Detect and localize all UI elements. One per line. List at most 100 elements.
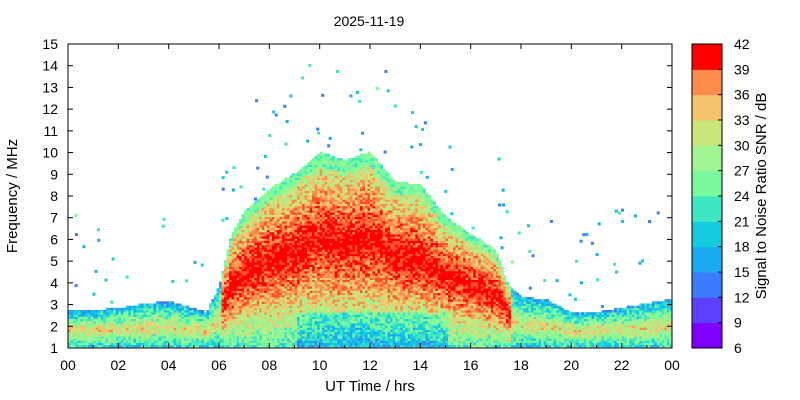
heatmap-cell — [158, 336, 162, 339]
heatmap-cell — [264, 242, 268, 246]
heatmap-cell — [309, 320, 313, 324]
heatmap-cell — [246, 327, 250, 330]
heatmap-cell — [274, 210, 278, 213]
heatmap-cell — [327, 253, 331, 257]
heatmap-cell — [279, 283, 283, 287]
heatmap-cell — [302, 184, 305, 187]
heatmap-cell — [284, 283, 288, 287]
heatmap-cell — [246, 307, 250, 311]
heatmap-cell — [85, 320, 89, 324]
heatmap-cell — [88, 327, 92, 330]
heatmap-cell — [279, 229, 283, 233]
heatmap-cell — [271, 186, 275, 189]
heatmap-cell — [304, 325, 308, 328]
heatmap-cell — [166, 320, 170, 324]
heatmap-cell — [130, 323, 134, 326]
heatmap-cell — [347, 327, 351, 330]
heatmap-cell — [226, 344, 230, 348]
heatmap-cell — [118, 323, 122, 326]
heatmap-cell — [344, 190, 348, 194]
heatmap-cell — [302, 288, 305, 291]
heatmap-cell — [138, 307, 142, 311]
heatmap-cell — [279, 234, 283, 237]
heatmap-cell — [289, 207, 293, 211]
heatmap-cell — [251, 340, 255, 343]
heatmap-cell — [246, 294, 250, 298]
heatmap-cell — [140, 318, 144, 322]
heatmap-cell — [281, 336, 285, 339]
heatmap-cell — [251, 270, 255, 274]
heatmap-cell — [236, 310, 240, 313]
heatmap-cell — [103, 323, 107, 326]
heatmap-cell — [211, 316, 215, 320]
heatmap-cell — [221, 296, 225, 300]
heatmap-cell — [216, 327, 220, 330]
heatmap-cell — [198, 342, 202, 346]
heatmap-cell — [256, 296, 260, 300]
heatmap-cell — [342, 225, 346, 228]
heatmap-cell — [264, 281, 268, 285]
heatmap-cell — [221, 294, 225, 298]
heatmap-cell — [344, 255, 348, 259]
heatmap-cell — [244, 303, 248, 307]
heatmap-cell — [203, 312, 207, 315]
heatmap-cell — [304, 307, 308, 311]
heatmap-cell — [236, 338, 240, 341]
heatmap-cell — [279, 190, 283, 194]
heatmap-cell — [206, 333, 210, 337]
heatmap-cell — [93, 310, 97, 313]
heatmap-cell — [327, 175, 331, 178]
heatmap-cell — [279, 201, 283, 204]
heatmap-cell — [261, 194, 265, 198]
heatmap-cell — [286, 197, 290, 200]
heatmap-cell — [349, 329, 353, 333]
heatmap-cell — [279, 305, 283, 309]
heatmap-cell — [309, 333, 313, 337]
heatmap-cell — [198, 336, 202, 339]
heatmap-cell — [289, 336, 293, 339]
heatmap-cell — [291, 214, 295, 218]
heatmap-cell — [186, 310, 190, 313]
heatmap-cell — [254, 336, 258, 339]
heatmap-cell — [274, 203, 278, 207]
heatmap-cell — [337, 316, 341, 320]
heatmap-cell — [317, 266, 321, 270]
heatmap-cell — [70, 316, 74, 320]
heatmap-cell — [226, 260, 230, 263]
heatmap-cell — [80, 336, 84, 339]
heatmap-cell — [276, 255, 280, 259]
heatmap-cell — [339, 207, 343, 211]
heatmap-cell — [342, 210, 346, 213]
heatmap-cell — [103, 338, 107, 341]
heatmap-cell — [294, 225, 298, 228]
heatmap-cell — [332, 247, 336, 250]
heatmap-cell — [281, 227, 285, 231]
heatmap-cell — [284, 201, 288, 204]
heatmap-cell — [299, 318, 303, 322]
heatmap-cell — [322, 158, 326, 161]
heatmap-cell — [276, 188, 280, 191]
heatmap-cell — [156, 316, 159, 320]
heatmap-cell — [291, 253, 295, 257]
heatmap-cell — [274, 247, 278, 250]
heatmap-cell — [171, 301, 175, 304]
heatmap-cell — [244, 277, 248, 280]
heatmap-cell — [259, 281, 263, 285]
heatmap-cell — [158, 340, 162, 343]
heatmap-cell — [196, 340, 200, 343]
heatmap-cell — [118, 338, 122, 341]
heatmap-cell — [115, 336, 119, 339]
heatmap-cell — [229, 288, 232, 291]
heatmap-cell — [219, 303, 222, 307]
heatmap-cell — [339, 220, 343, 224]
heatmap-cell — [229, 312, 232, 315]
heatmap-cell — [327, 203, 331, 207]
heatmap-cell — [226, 303, 230, 307]
heatmap-cell — [299, 186, 303, 189]
heatmap-cell — [317, 290, 321, 294]
heatmap-cell — [342, 318, 346, 322]
heatmap-cell — [256, 223, 260, 226]
heatmap-cell — [297, 281, 300, 285]
heatmap-cell — [68, 310, 71, 313]
heatmap-cell — [342, 162, 346, 165]
